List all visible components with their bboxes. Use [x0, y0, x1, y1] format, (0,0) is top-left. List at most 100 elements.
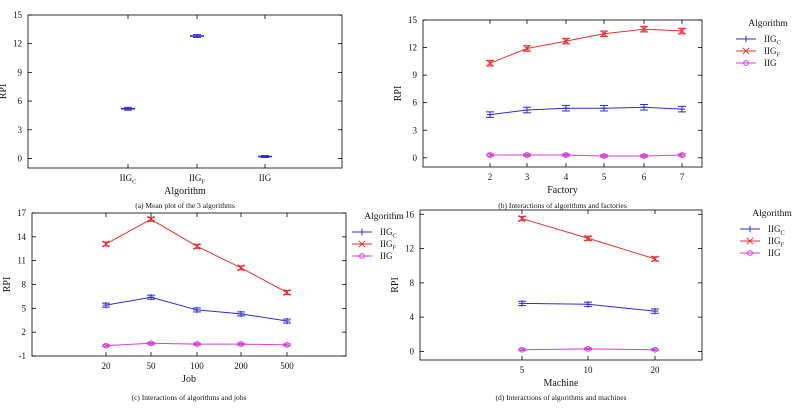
panel-b-xtick-label-0: 2 — [488, 172, 493, 182]
panel-b-legend-label-2: IIG — [764, 58, 777, 68]
panel-b-series-0-point-5 — [678, 105, 686, 113]
panel-b-legend-label-1: IIGF — [764, 46, 781, 59]
panel-d-ytick-label-4: 16 — [405, 209, 415, 219]
panel-d-series-1-point-1 — [584, 234, 592, 242]
panel-b-series-1-point-1-b — [523, 44, 531, 53]
panel-d-legend-marker-2 — [747, 250, 753, 256]
panel-d-series-2-point-2 — [652, 346, 658, 353]
panel-b-series-2-point-0-c — [487, 152, 493, 158]
panel-c: -1 2 5 8 11 14 17 20 50 100 200 500 Job RPI (c) Intera… — [2, 208, 404, 402]
panel-b-legend-marker-2 — [743, 60, 749, 66]
panel-a-frame — [27, 14, 343, 169]
panel-c-legend-title: Algorithm — [364, 212, 404, 222]
panel-d-frame — [419, 209, 703, 361]
panel-b-series-0-point-4 — [640, 104, 648, 111]
panel-d-series-2-point-0 — [519, 346, 525, 353]
panel-d-ytick-label-0: 0 — [410, 346, 415, 356]
panel-b-xtick-label-1: 3 — [525, 172, 530, 182]
panel-c-series-1-point-2 — [193, 242, 201, 250]
panel-b-series-1-point-0 — [486, 59, 494, 67]
panel-c-series-1-point-4 — [283, 288, 291, 296]
panel-c-legend-label-2: IIG — [380, 251, 393, 261]
panel-d-legend-label-2: IIG — [768, 248, 781, 258]
panel-c-xtick-label-2: 100 — [190, 361, 204, 371]
panel-c-caption: (c) Interactions of algorithms and jobs — [132, 393, 247, 402]
panel-d-series-1-point-1-b — [584, 234, 592, 242]
panel-d: 0 4 8 12 16 5 10 20 Machine RPI (d) Interactions o… — [390, 209, 792, 402]
panel-b-xtick-label-2: 4 — [564, 172, 569, 182]
panel-b-series-2-point-2 — [563, 152, 569, 158]
panel-b-series-0-point-2 — [562, 105, 570, 112]
panel-b-xlabel: Factory — [547, 185, 578, 196]
panel-a-xtick-label-0: IIGC — [120, 173, 137, 186]
panel-b-xtick-label-4: 6 — [642, 172, 647, 182]
panel-b-series-1-line — [489, 28, 683, 64]
panel-c-series-0-point-4 — [283, 317, 291, 325]
panel-c-series-0-point-0 — [102, 301, 110, 309]
panel-c-xlabel: Job — [182, 374, 196, 385]
panel-c-series-2-point-3 — [238, 341, 244, 347]
panel-a-xlabel: Algorithm — [164, 186, 206, 197]
panel-c-ytick-label-0: -1 — [19, 351, 27, 361]
panel-d-series-0-point-0 — [518, 300, 526, 307]
panel-a-ylabel: RPI — [0, 84, 9, 100]
panel-c-frame — [31, 212, 347, 357]
panel-b-series-1-point-4 — [640, 25, 648, 33]
panel-c-legend-marker-1-b — [358, 240, 366, 248]
panel-d-legend-label-0: IIGC — [768, 224, 785, 237]
panel-c-series-0-point-2 — [193, 306, 201, 314]
panel-a-ytick-label-0: 0 — [18, 153, 23, 163]
panel-c-series-1-point-0-b — [102, 240, 110, 248]
panel-b-series-1-point-5-b — [678, 27, 686, 35]
panel-c-series-1-point-1 — [147, 215, 155, 223]
panel-b-ytick-label-3: 9 — [413, 70, 418, 80]
panel-d-series-2-point-0-c — [519, 346, 525, 353]
panel-b-ylabel: RPI — [393, 86, 404, 102]
panel-d-series-2-point-1 — [585, 345, 591, 352]
panel-c-series-1-point-3-b — [237, 264, 245, 272]
panel-d-series-2-point-1-c — [585, 345, 591, 352]
panel-d-ytick-label-3: 12 — [405, 244, 414, 254]
panel-b-series-2-point-4 — [641, 153, 647, 159]
panel-c-series-2-point-1 — [148, 340, 154, 347]
panel-b-series-0-point-0 — [486, 111, 494, 118]
panel-c-xtick-label-4: 500 — [280, 361, 294, 371]
panel-c-ytick-label-4: 11 — [17, 256, 26, 266]
panel-a: 0 3 6 9 12 15 IIGC IIGF IIG Algorithm RPI (a) Mean … — [0, 10, 343, 210]
panel-b-series-1-point-1 — [523, 44, 531, 53]
panel-d-series-0-point-2 — [651, 307, 659, 315]
panel-b-series-0-line — [489, 106, 683, 116]
panel-b-legend-label-0: IIGC — [764, 34, 781, 47]
panel-c-ytick-label-1: 2 — [22, 327, 27, 337]
panel-b-xtick-label-3: 5 — [602, 172, 607, 182]
panel-b-series-2-point-3 — [601, 153, 607, 159]
panel-c-series-2-point-3-c — [238, 341, 244, 347]
panel-a-ytick-label-3: 9 — [18, 67, 23, 77]
panel-b-legend-marker-1-b — [742, 47, 750, 55]
panel-b-legend-marker-2-c — [743, 60, 749, 66]
panel-c-legend-marker-0 — [358, 228, 366, 236]
panel-b-xtick-label-5: 7 — [680, 172, 685, 182]
panel-b-series-2-point-5 — [679, 152, 685, 158]
panel-c-ylabel: RPI — [2, 277, 13, 293]
panel-d-xtick-label-2: 20 — [651, 365, 661, 375]
panel-c-series-2-point-4-c — [284, 341, 290, 348]
panel-b-legend-marker-0 — [742, 35, 750, 43]
panel-c-legend-marker-2-c — [359, 253, 365, 259]
panel-d-series-1-point-0 — [518, 215, 526, 223]
panel-c-legend-label-0: IIGC — [380, 227, 397, 240]
panel-d-ylabel: RPI — [390, 277, 401, 293]
panel-c-legend-marker-1 — [358, 240, 366, 248]
panel-b-series-1-point-3-b — [600, 30, 608, 38]
panel-b-series-0-point-1 — [523, 106, 531, 114]
panel-a-xtick-label-1: IIGF — [189, 173, 206, 186]
panel-c-series-2-point-0-c — [103, 342, 109, 349]
panel-b-ytick-label-0: 0 — [413, 153, 418, 163]
panel-d-legend-marker-2-c — [747, 250, 753, 256]
panel-b-frame — [422, 19, 703, 168]
panel-d-xtick-label-1: 10 — [584, 365, 594, 375]
panel-c-series-0-point-1 — [147, 294, 155, 301]
panel-d-ytick-label-2: 8 — [410, 278, 415, 288]
panel-c-series-2-point-4 — [284, 341, 290, 348]
panel-a-caption: (a) Mean plot of the 3 algorithms — [135, 201, 235, 210]
